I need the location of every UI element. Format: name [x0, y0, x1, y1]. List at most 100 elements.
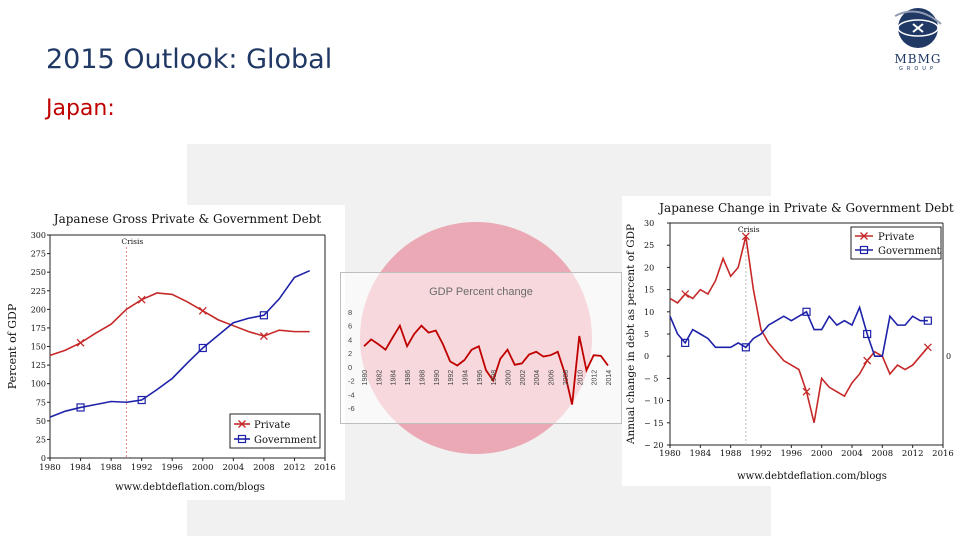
data-point-marker [802, 387, 811, 396]
y-tick-label: 4 [348, 335, 352, 344]
x-tick-label: 1992 [448, 370, 455, 386]
y-tick-label: 100 [31, 380, 46, 389]
y-tick-label: 10 [644, 308, 654, 317]
y-tick-label: 6 [348, 322, 352, 331]
gdp-change-chart: GDP Percent change 8 6 4 2 0 -2 -4 -6 1980 1982 198… [340, 272, 622, 424]
chart-background [0, 205, 345, 500]
source-label: www.debtdeflation.com/blogs [115, 482, 265, 493]
y-tick-label: 25 [36, 435, 46, 444]
data-point-marker [741, 232, 750, 241]
y-tick-label: 125 [31, 361, 46, 370]
y-axis-label: Annual change in debt as percent of GDP [625, 224, 637, 445]
gross-debt-chart: Japanese Gross Private & Government Debt… [0, 205, 345, 500]
x-tick-label: 2004 [534, 370, 541, 386]
x-tick-label: 1992 [131, 463, 153, 473]
y-tick-label: 25 [644, 241, 654, 250]
x-tick-label: 2012 [592, 370, 599, 386]
y-tick-label: 8 [348, 308, 352, 317]
chart-title: GDP Percent change [429, 286, 533, 298]
data-point-marker [259, 332, 268, 341]
x-tick-label: 2004 [841, 449, 863, 459]
series-line-government [669, 304, 928, 357]
data-point-marker [137, 295, 146, 304]
y-tick-label: 30 [644, 219, 654, 228]
x-tick-label: 1990 [434, 370, 441, 386]
x-tick-label: 2004 [223, 463, 245, 473]
y-tick-label: -2 [348, 377, 355, 386]
company-logo: MBMG GROUP [885, 4, 951, 76]
y-tick-label: 2 [348, 349, 352, 358]
y-tick-label: 150 [31, 343, 46, 352]
x-tick-label: 2000 [506, 370, 513, 386]
x-tick-label: 1996 [781, 449, 803, 459]
data-point-marker [238, 420, 246, 428]
change-debt-chart: Japanese Change in Private & Government … [622, 196, 960, 486]
x-tick-label: 2008 [563, 370, 570, 386]
y-tick-label: 15 [644, 286, 654, 295]
series-line-private [669, 236, 929, 423]
data-point-marker [859, 245, 869, 255]
y-tick-label: 275 [31, 250, 46, 259]
x-tick-label: 2012 [902, 449, 924, 459]
y-tick-label: -6 [348, 404, 355, 413]
data-point-marker [198, 343, 207, 353]
crisis-annotation: Crisis [121, 237, 143, 246]
y-tick-label: 175 [31, 324, 46, 333]
source-label: www.debtdeflation.com/blogs [737, 471, 887, 482]
data-point-marker [863, 329, 872, 339]
legend-label: Private [254, 420, 290, 431]
x-tick-label: 1988 [100, 463, 122, 473]
y-tick-label: 75 [36, 398, 46, 407]
data-point-marker [860, 232, 868, 240]
data-point-marker [802, 307, 811, 316]
legend-label: Government [878, 246, 941, 257]
data-point-marker [76, 338, 85, 347]
y-tick-label: − 10 [644, 397, 663, 406]
x-tick-label: 1988 [419, 370, 426, 386]
x-tick-label: 1992 [750, 449, 772, 459]
x-tick-label: 2012 [284, 463, 306, 473]
series-line-private [49, 292, 310, 357]
x-tick-label: 1988 [720, 449, 742, 459]
data-point-marker [681, 338, 690, 347]
x-tick-label: 2006 [549, 370, 556, 386]
data-point-marker [198, 306, 207, 315]
logo-text: MBMG [894, 52, 942, 66]
slide-title: 2015 Outlook: Global [46, 44, 333, 75]
x-tick-label: 2010 [577, 370, 584, 386]
x-tick-label: 1982 [376, 370, 383, 386]
data-point-marker [681, 290, 690, 298]
x-tick-label: 1980 [659, 449, 681, 459]
x-tick-label: 2002 [520, 370, 527, 386]
y-tick-label: 300 [31, 231, 46, 240]
x-tick-label: 1994 [462, 370, 469, 386]
x-tick-label: 1984 [690, 449, 712, 459]
y-tick-label: 250 [31, 268, 46, 277]
data-point-marker [923, 316, 932, 325]
y-tick-label: − 20 [644, 441, 663, 450]
legend-label: Private [878, 232, 914, 243]
data-point-marker [137, 395, 146, 405]
data-point-marker [863, 356, 872, 365]
right-zero-label: 0 [946, 352, 951, 361]
y-tick-label: 20 [644, 263, 654, 272]
x-tick-label: 2016 [932, 449, 954, 459]
y-tick-label: 50 [36, 417, 46, 426]
x-tick-label: 1998 [491, 370, 498, 386]
x-tick-label: 1984 [391, 370, 398, 386]
slide-subtitle: Japan: [46, 96, 115, 121]
data-point-marker [259, 311, 268, 320]
y-tick-label: 0 [41, 454, 46, 463]
x-tick-label: 1986 [405, 370, 412, 386]
chart-title: Japanese Gross Private & Government Debt [52, 212, 322, 226]
x-tick-label: 2008 [872, 449, 894, 459]
x-tick-label: 2008 [253, 463, 275, 473]
x-tick-label: 1996 [161, 463, 183, 473]
x-tick-label: 1996 [477, 370, 484, 386]
y-tick-label: -4 [348, 390, 355, 399]
data-point-marker [76, 403, 85, 412]
chart-title: Japanese Change in Private & Government … [657, 201, 954, 215]
y-tick-label: 5 [644, 330, 649, 339]
legend-label: Government [254, 435, 317, 446]
x-tick-label: 2014 [606, 370, 613, 386]
